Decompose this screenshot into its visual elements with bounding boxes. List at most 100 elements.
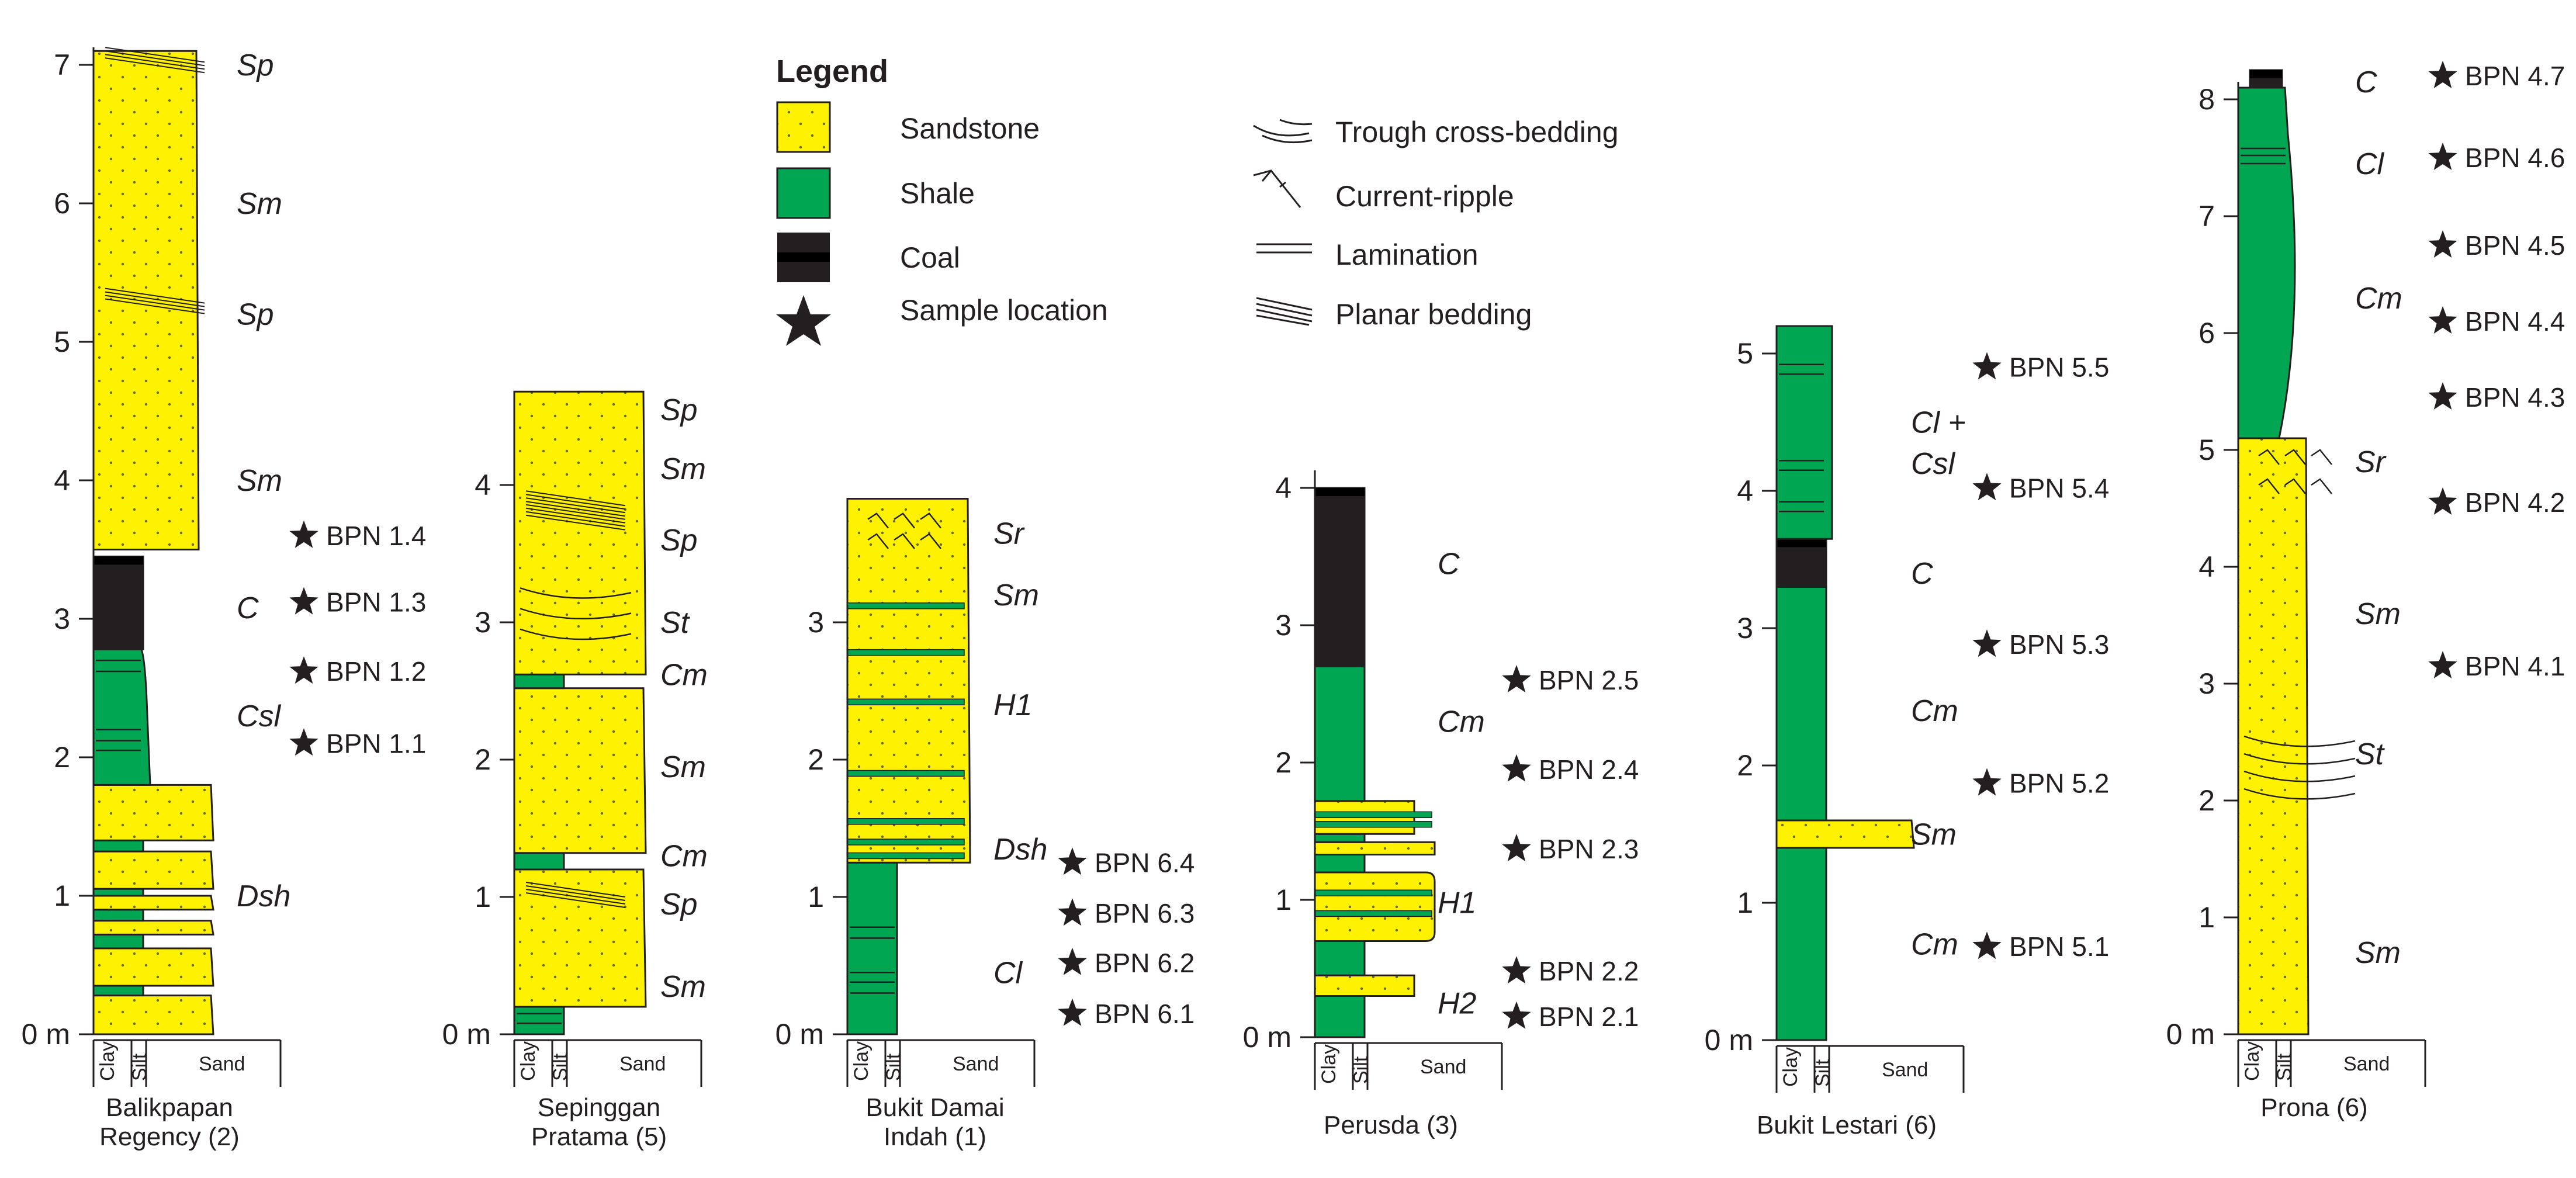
axis-tick-label: 2 bbox=[808, 743, 824, 776]
facies-label: Dsh bbox=[993, 833, 1047, 867]
axis-tick-label: 3 bbox=[808, 606, 824, 639]
axis-tick-label: 0 m bbox=[442, 1018, 491, 1051]
legend-ripple-label: Current-ripple bbox=[1335, 180, 1514, 213]
facies-label: Sm bbox=[660, 750, 706, 784]
trough-mark bbox=[2243, 753, 2356, 765]
facies-label: Sr bbox=[993, 517, 1026, 550]
trough-cross-bedding-icon bbox=[1253, 119, 1313, 144]
facies-label: Cm bbox=[1911, 694, 1958, 728]
star-icon bbox=[776, 295, 831, 346]
star-icon bbox=[1972, 629, 2002, 657]
star-icon bbox=[289, 520, 318, 548]
bed-sand bbox=[846, 498, 971, 864]
axis-tick-label: 2 bbox=[475, 743, 491, 776]
axis-tick-label: 4 bbox=[1737, 474, 1753, 507]
ripple-mark bbox=[920, 533, 941, 549]
legend-trough-label: Trough cross-bedding bbox=[1335, 116, 1619, 148]
sample-label: BPN 2.3 bbox=[1539, 834, 1639, 864]
facies-label: Sm bbox=[660, 452, 706, 486]
sample-label: BPN 6.4 bbox=[1095, 847, 1194, 878]
bed-shale bbox=[92, 909, 144, 922]
section-bukit-damai-indah: 0 m 1 2 3 Clay Silt Sand Sr Sm H1 Dsh Cl BPN 6.4 BPN … bbox=[775, 498, 1194, 1151]
facies-label: C bbox=[1438, 547, 1460, 581]
bed-coal bbox=[92, 555, 144, 650]
ripple-mark bbox=[2258, 478, 2280, 494]
planar-mark bbox=[105, 50, 205, 67]
coal-top-band bbox=[1315, 488, 1365, 496]
sample-label: BPN 1.2 bbox=[326, 656, 426, 687]
legend-planar-label: Planar bedding bbox=[1335, 298, 1532, 331]
facies-label: Dsh bbox=[237, 879, 290, 913]
facies-label: Sp bbox=[660, 888, 698, 921]
trough-mark bbox=[520, 587, 632, 599]
sample-label: BPN 1.4 bbox=[326, 521, 426, 551]
bed-shale bbox=[92, 888, 144, 897]
axis-tick-label: 6 bbox=[2198, 317, 2215, 349]
axis-tick-label: 6 bbox=[54, 187, 70, 220]
axis-tick-label: 5 bbox=[54, 325, 70, 358]
facies-label: Cl + bbox=[1911, 406, 1966, 440]
section-perusda: 0 m 1 2 3 4 Clay Silt Sand C Cm H1 H2 BPN 2.5 BPN 2.4… bbox=[1243, 470, 1639, 1139]
sample-label: BPN 1.3 bbox=[326, 587, 426, 618]
planar-mark bbox=[525, 892, 626, 908]
facies-label: Sm bbox=[660, 970, 706, 1004]
star-icon bbox=[2428, 382, 2457, 410]
planar-mark bbox=[525, 504, 626, 520]
shale-stripe bbox=[1314, 821, 1432, 828]
ripple-mark bbox=[920, 512, 941, 529]
current-ripple-icon bbox=[1253, 169, 1301, 208]
star-icon bbox=[1972, 768, 2002, 796]
bed-sand bbox=[2237, 437, 2310, 1035]
sample-label: BPN 6.3 bbox=[1095, 898, 1194, 928]
axis-tick-label: 1 bbox=[808, 881, 824, 913]
shale-stripe bbox=[1314, 889, 1432, 896]
bed-sand bbox=[513, 687, 647, 854]
bed-shale bbox=[92, 933, 144, 950]
facies-label: Sm bbox=[1911, 818, 1957, 852]
ripple-mark bbox=[867, 533, 889, 549]
facies-label: Cm bbox=[1911, 928, 1958, 962]
axis-tick-label: 0 m bbox=[2166, 1018, 2215, 1051]
facies-label: Sm bbox=[2355, 597, 2401, 631]
legend-coal-label: Coal bbox=[900, 241, 960, 274]
facies-label: Cm bbox=[660, 840, 708, 874]
planar-mark bbox=[105, 287, 205, 304]
sample-label: BPN 2.4 bbox=[1539, 754, 1639, 785]
bed-shale bbox=[1775, 847, 1827, 1041]
facies-label: C bbox=[237, 591, 259, 625]
shale-stripe bbox=[847, 698, 965, 706]
grain-label-silt: Silt bbox=[1812, 1059, 1834, 1087]
axis-tick-label: 3 bbox=[1737, 612, 1753, 645]
star-icon bbox=[1502, 1001, 1531, 1029]
facies-label: H1 bbox=[993, 688, 1032, 722]
bed-sand bbox=[1314, 871, 1436, 942]
sample-label: BPN 2.1 bbox=[1539, 1002, 1639, 1032]
shale-stripe bbox=[847, 852, 965, 860]
axis-tick-label: 7 bbox=[2198, 200, 2215, 233]
shale-stripe bbox=[847, 649, 965, 656]
sample-label: BPN 1.1 bbox=[326, 728, 426, 758]
bed-shale bbox=[1314, 666, 1366, 802]
sample-label: BPN 5.4 bbox=[2009, 473, 2109, 503]
bed-shale bbox=[513, 852, 565, 871]
facies-label: Sp bbox=[660, 393, 698, 427]
bed-sand bbox=[92, 895, 214, 911]
legend: Legend Sandstone Shale Coal Sample locat… bbox=[776, 54, 1619, 346]
star-icon bbox=[2428, 487, 2457, 515]
grain-label-clay: Clay bbox=[2241, 1041, 2263, 1081]
lamination-icon bbox=[1256, 243, 1312, 254]
bed-shale bbox=[846, 861, 898, 1035]
section-prona: 0 m 1 2 3 4 5 6 7 8 Clay Silt Sand C Cl Cm Sr Sm St Sm BPN … bbox=[2166, 61, 2565, 1122]
ripple-mark bbox=[2311, 478, 2332, 494]
bed-shale bbox=[1775, 586, 1827, 822]
bed-shale bbox=[92, 985, 144, 997]
sample-label: BPN 4.7 bbox=[2465, 61, 2565, 91]
shale-stripe bbox=[1314, 910, 1432, 917]
facies-label: Sm bbox=[237, 464, 282, 498]
legend-shale-swatch bbox=[776, 167, 831, 219]
axis-tick-label: 1 bbox=[475, 881, 491, 913]
grain-label-clay: Clay bbox=[1779, 1047, 1802, 1087]
star-icon bbox=[1502, 754, 1531, 782]
axis-tick-label: 8 bbox=[2198, 83, 2215, 116]
grain-label-clay: Clay bbox=[850, 1041, 872, 1081]
